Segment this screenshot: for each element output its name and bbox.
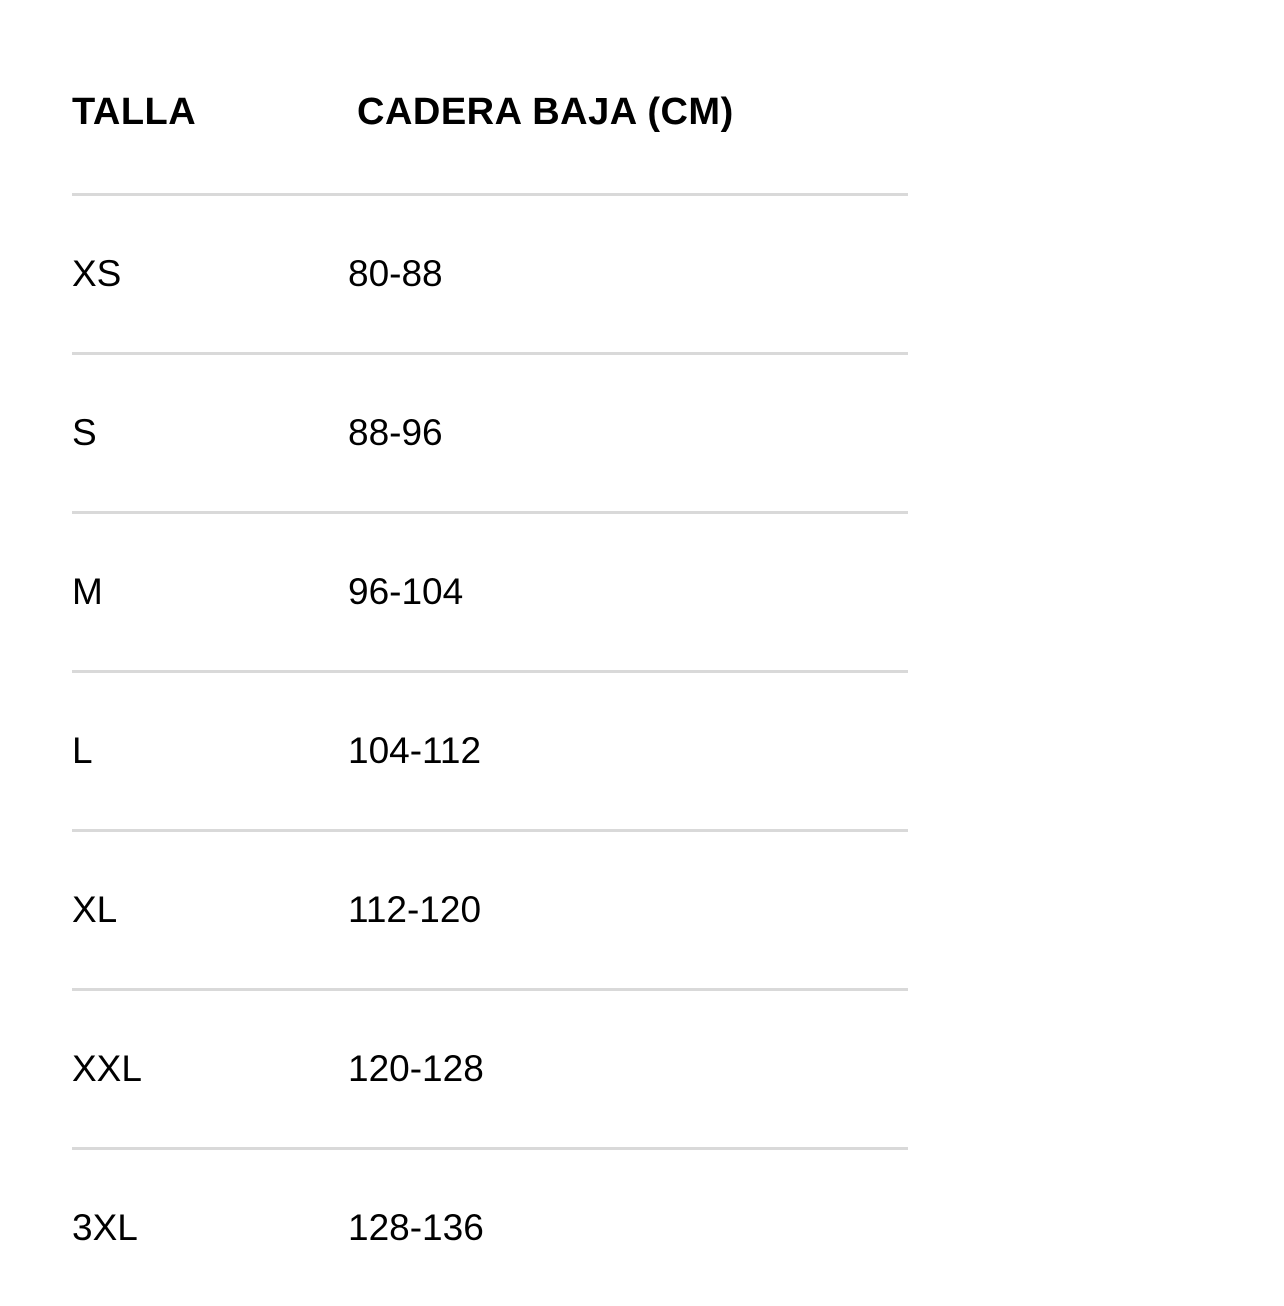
low-hip-cell: 120-128 [348,1048,484,1089]
low-hip-cell: 112-120 [348,889,482,930]
table-row: 3XL 128-136 [72,1147,908,1306]
size-cell: 3XL [72,1207,138,1248]
table-row: XL 112-120 [72,829,908,988]
low-hip-cell: 104-112 [348,730,482,771]
size-cell: XL [72,889,118,930]
table-header: TALLA CADERA BAJA (CM) [72,32,908,193]
header-size: TALLA [72,91,197,133]
size-cell: XS [72,253,122,294]
low-hip-cell: 128-136 [348,1207,484,1248]
size-table: TALLA CADERA BAJA (CM) XS 80-88 S 88-96 M 96-… [72,32,908,1306]
size-cell: S [72,412,97,453]
table-row: XXL 120-128 [72,988,908,1147]
size-cell: XXL [72,1048,142,1089]
table-row: S 88-96 [72,352,908,511]
size-cell: M [72,571,103,612]
low-hip-cell: 80-88 [348,253,443,294]
table-row: L 104-112 [72,670,908,829]
low-hip-cell: 96-104 [348,571,464,612]
header-low-hip: CADERA BAJA (CM) [357,91,734,133]
table-row: M 96-104 [72,511,908,670]
table-row: XS 80-88 [72,193,908,352]
size-cell: L [72,730,93,771]
low-hip-cell: 88-96 [348,412,443,453]
